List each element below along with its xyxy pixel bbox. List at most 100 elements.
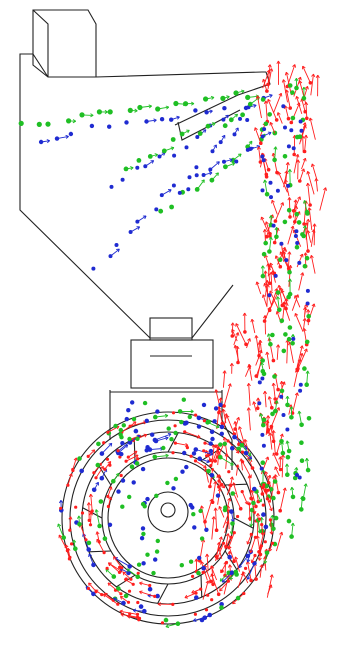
- particle-dot: [275, 290, 281, 295]
- particle-dot: [275, 188, 280, 193]
- particle-dot: [222, 441, 227, 446]
- particle-dot: [91, 266, 96, 271]
- particle-dot: [242, 591, 246, 596]
- particle-velocity-arrowhead: [150, 160, 155, 164]
- particle-velocity-arrow: [88, 582, 97, 592]
- particle-velocity-arrowhead: [167, 189, 172, 193]
- particle-dot: [173, 476, 179, 482]
- particle-dot: [166, 426, 171, 431]
- particle-velocity-arrow: [81, 114, 94, 116]
- particle-dot: [257, 380, 262, 385]
- particle-dot: [268, 180, 273, 185]
- particle-velocity-arrowhead: [287, 169, 292, 173]
- particle-dot: [273, 219, 278, 223]
- particle-dot: [155, 409, 160, 414]
- particle-velocity-arrow: [218, 506, 225, 518]
- particle-velocity-arrowhead: [295, 294, 300, 298]
- particle-velocity-arrowhead: [264, 490, 268, 495]
- particle-velocity-arrow: [139, 582, 150, 586]
- particle-dot: [208, 441, 213, 446]
- particle-dot: [95, 462, 101, 468]
- particle-dot: [212, 419, 217, 424]
- particle-dot: [267, 293, 272, 298]
- particle-velocity-arrow: [234, 127, 239, 135]
- particle-velocity-arrow: [58, 534, 68, 551]
- particle-velocity-arrowhead: [296, 159, 301, 163]
- particle-velocity-arrowhead: [58, 534, 63, 539]
- particle-dot: [127, 564, 132, 569]
- particle-velocity-arrow: [225, 533, 229, 547]
- particle-velocity-arrow: [130, 226, 140, 233]
- particle-dot: [299, 422, 304, 428]
- particle-velocity-arrowhead: [285, 395, 290, 400]
- particle-velocity-arrow: [276, 433, 283, 455]
- particle-velocity-arrow: [294, 359, 301, 373]
- particle-velocity-arrowhead: [213, 481, 218, 485]
- particle-dot: [255, 406, 260, 411]
- particle-velocity-arrowhead: [309, 255, 314, 259]
- particle-velocity-arrowhead: [215, 424, 220, 429]
- particle-dot: [152, 454, 158, 460]
- particle-dot: [127, 436, 132, 442]
- particle-dot: [302, 149, 307, 154]
- particle-velocity-arrow: [246, 561, 252, 581]
- particle-dot: [177, 190, 182, 195]
- particle-velocity-arrowhead: [139, 590, 143, 595]
- particle-dot: [267, 112, 273, 117]
- particle-dot: [133, 428, 139, 434]
- particle-dot: [111, 478, 116, 484]
- particle-dot: [285, 454, 291, 460]
- particle-velocity-arrow: [222, 370, 226, 388]
- particle-dot: [77, 456, 82, 461]
- particle-velocity-arrow: [241, 445, 252, 457]
- particle-velocity-arrow: [271, 475, 275, 498]
- particle-dot: [84, 538, 88, 542]
- particle-dot: [171, 411, 176, 415]
- particle-dot: [181, 397, 186, 402]
- particle-velocity-arrow: [249, 475, 252, 499]
- particle-dot: [223, 164, 228, 170]
- particle-dot: [281, 104, 286, 109]
- particle-dot: [308, 203, 312, 207]
- particle-dot: [171, 602, 175, 607]
- particle-velocity-arrow: [207, 122, 216, 127]
- particle-velocity-arrowhead: [278, 456, 283, 460]
- particle-velocity-arrowhead: [278, 92, 283, 97]
- particle-dot: [290, 90, 295, 95]
- particle-velocity-arrow: [259, 564, 263, 578]
- particle-dot: [124, 459, 128, 463]
- particle-dot: [264, 175, 269, 179]
- particle-velocity-arrowhead: [238, 564, 243, 569]
- particle-velocity-arrowhead: [252, 401, 257, 405]
- particle-velocity-arrowhead: [210, 467, 215, 472]
- particle-dot: [236, 514, 240, 519]
- particle-velocity-arrowhead: [113, 597, 117, 602]
- particle-dot: [222, 106, 227, 111]
- rotor-ring-inner: [107, 457, 229, 579]
- particle-dot: [276, 490, 281, 495]
- particle-velocity-arrowhead: [242, 312, 247, 317]
- particle-dot: [155, 106, 161, 112]
- particle-dot: [106, 504, 110, 509]
- particle-dot: [245, 118, 250, 122]
- particle-velocity-arrowhead: [68, 473, 73, 477]
- particle-velocity-arrowhead: [216, 445, 221, 450]
- particle-velocity-arrowhead: [86, 502, 91, 506]
- particle-dot: [219, 431, 224, 436]
- particle-dot: [261, 422, 266, 428]
- particle-velocity-arrow: [268, 396, 273, 408]
- particle-velocity-arrowhead: [269, 215, 274, 219]
- particle-velocity-arrow: [90, 512, 92, 525]
- particle-velocity-arrow: [304, 134, 307, 152]
- particle-velocity-arrow: [154, 433, 172, 441]
- particle-velocity-arrow: [277, 112, 283, 124]
- particle-velocity-arrow: [292, 199, 297, 218]
- particle-velocity-arrowhead: [301, 86, 306, 91]
- particle-dot: [102, 551, 106, 555]
- particle-dot: [106, 494, 110, 499]
- particle-velocity-arrowhead: [257, 530, 262, 534]
- particle-dot: [202, 449, 206, 453]
- particle-velocity-arrow: [215, 507, 218, 531]
- particle-velocity-arrowhead: [191, 589, 195, 594]
